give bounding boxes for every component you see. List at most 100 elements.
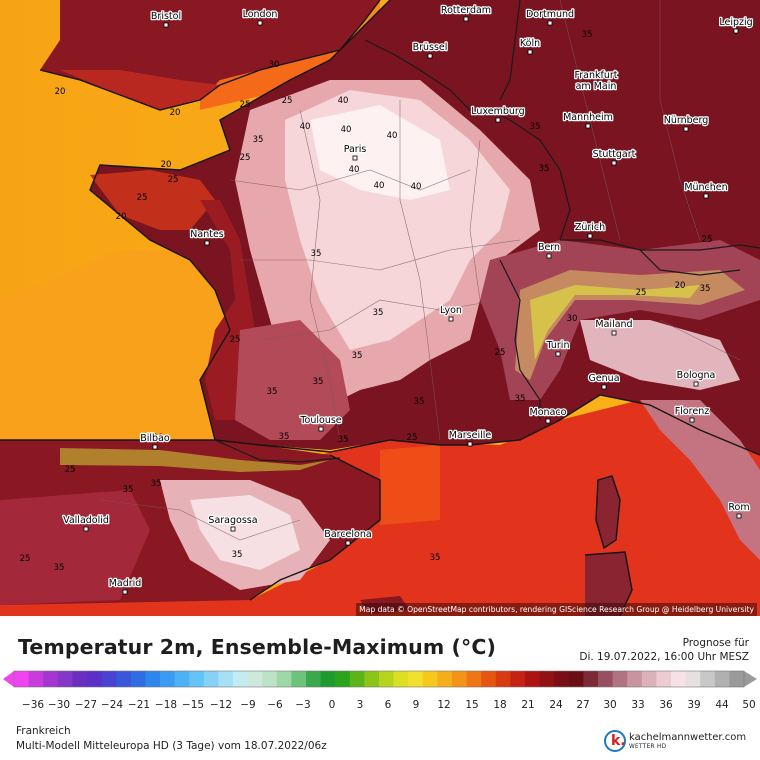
model-run-label: Multi-Modell Mitteleuropa HD (3 Tage) vo…	[16, 740, 327, 752]
colorbar-cell	[627, 671, 643, 687]
isotherm-label: 35	[123, 485, 134, 495]
city-label-halo: Mannheim	[563, 112, 613, 123]
isotherm-label: 25	[636, 288, 647, 298]
city-label: Nantes	[190, 229, 224, 240]
colorbar-tick-label: 24	[549, 699, 563, 711]
isotherm-label: 35	[515, 394, 526, 404]
city-label: Frankfurt	[574, 70, 617, 81]
colorbar-tick-label: 30	[603, 699, 616, 711]
city-label: Saragossa	[208, 515, 257, 526]
city-label-halo: Dortmund	[526, 9, 574, 20]
brand-sub: WETTER HD	[629, 744, 667, 750]
colorbar-cell	[364, 671, 380, 687]
city-marker	[611, 330, 617, 336]
colorbar-cell	[174, 671, 190, 687]
city-label: Bilbao	[140, 433, 170, 444]
city-label-halo: London	[243, 9, 278, 20]
city-label: Stuttgart	[593, 149, 636, 160]
colorbar-cell	[452, 671, 467, 687]
city-marker	[585, 123, 591, 129]
alps-cool-peaks	[530, 285, 700, 360]
city-label-halo: Stuttgart	[593, 149, 636, 160]
city-marker	[587, 233, 593, 239]
colorbar-arrow-high	[744, 671, 757, 687]
city-marker	[427, 53, 433, 59]
colorbar-cell	[87, 671, 102, 687]
colorbar-tick-label: 6	[385, 699, 392, 711]
isotherm-label: 25	[282, 96, 293, 106]
city-label: Bristol	[151, 11, 181, 22]
colorbar-cell	[160, 671, 175, 687]
isotherm-label: 20	[170, 108, 181, 118]
city-marker	[83, 526, 89, 532]
city-marker	[593, 81, 599, 87]
map-title: Temperatur 2m, Ensemble-Maximum (°C)	[18, 635, 496, 659]
colorbar-cell	[656, 671, 672, 687]
city-marker	[230, 526, 236, 532]
isotherm-label: 25	[240, 153, 251, 163]
colorbar-tick-label: −3	[295, 699, 310, 711]
colorbar-tick-label: 50	[742, 699, 755, 711]
colorbar-cell	[43, 671, 59, 687]
isotherm-label: 35	[373, 308, 384, 318]
colorbar-cell	[28, 671, 44, 687]
city-label: Zürich	[575, 222, 605, 233]
city-marker	[318, 426, 324, 432]
pyrenees	[60, 448, 330, 472]
colorbar-cell	[408, 671, 424, 687]
isotherm-label: 35	[232, 550, 243, 560]
city-marker	[495, 117, 501, 123]
legend-panel: Temperatur 2m, Ensemble-Maximum (°C) Pro…	[0, 616, 760, 760]
city-label-halo: Bologna	[677, 370, 716, 381]
colorbar-cell	[145, 671, 161, 687]
colorbar-tick-label: −9	[240, 699, 255, 711]
city-label-halo: Lyon	[440, 305, 462, 316]
city-marker	[703, 193, 709, 199]
city-marker	[204, 240, 210, 246]
city-marker	[736, 513, 742, 519]
brand-logo[interactable]: k. kachelmannwetter.com WETTER HD	[604, 728, 754, 758]
city-marker	[555, 351, 561, 357]
city-label-halo: Bilbao	[140, 433, 170, 444]
isotherm-label: 30	[567, 314, 578, 324]
isotherm-label: 20	[161, 160, 172, 170]
isotherm-label: 40	[341, 125, 352, 135]
colorbar-tick-label: 44	[715, 699, 729, 711]
isotherm-label: 35	[338, 435, 349, 445]
isotherm-label: 35	[253, 135, 264, 145]
isotherm-label: 20	[55, 87, 66, 97]
city-marker	[545, 418, 551, 424]
city-label: Mannheim	[563, 112, 613, 123]
colorbar-tick-label: −12	[210, 699, 232, 711]
city-label-halo: Nürnberg	[664, 115, 709, 126]
temperature-map[interactable]: 20 20 20 20 25 25 25 25 25 25 30 35 35 35 35 35 35 35 35 35…	[0, 0, 760, 616]
colorbar-cell	[583, 671, 599, 687]
city-marker	[683, 126, 689, 132]
colorbar-cell	[539, 671, 555, 687]
isotherm-label: 35	[530, 122, 541, 132]
city-label-halo: Brüssel	[413, 42, 448, 53]
city-label: Leipzig	[719, 17, 752, 28]
colorbar-cell	[262, 671, 278, 687]
gulf-of-lion	[380, 445, 440, 525]
colorbar-cell	[437, 671, 453, 687]
colorbar-tick-label: 18	[493, 699, 506, 711]
city-label-halo: Luxemburg	[471, 106, 524, 117]
city-label: Toulouse	[299, 415, 341, 426]
sardinia	[585, 552, 632, 616]
colorbar-tick-label: 36	[659, 699, 673, 711]
colorbar-cell	[568, 671, 584, 687]
isotherm-label: 40	[349, 165, 360, 175]
isotherm-label: 25	[230, 335, 241, 345]
logo-icon: k.	[604, 730, 626, 752]
isotherm-label: 40	[411, 182, 422, 192]
city-label-halo: Nantes	[190, 229, 224, 240]
map-attribution[interactable]: Map data © OpenStreetMap contributors, r…	[356, 603, 757, 616]
city-label-halo: Bern	[538, 242, 560, 253]
colorbar-cell	[700, 671, 716, 687]
colorbar-tick-label: −15	[182, 699, 204, 711]
colorbar-cell	[101, 671, 117, 687]
isotherm-label: 35	[151, 479, 162, 489]
isotherm-label: 35	[311, 249, 322, 259]
colorbar-cell	[729, 671, 745, 687]
